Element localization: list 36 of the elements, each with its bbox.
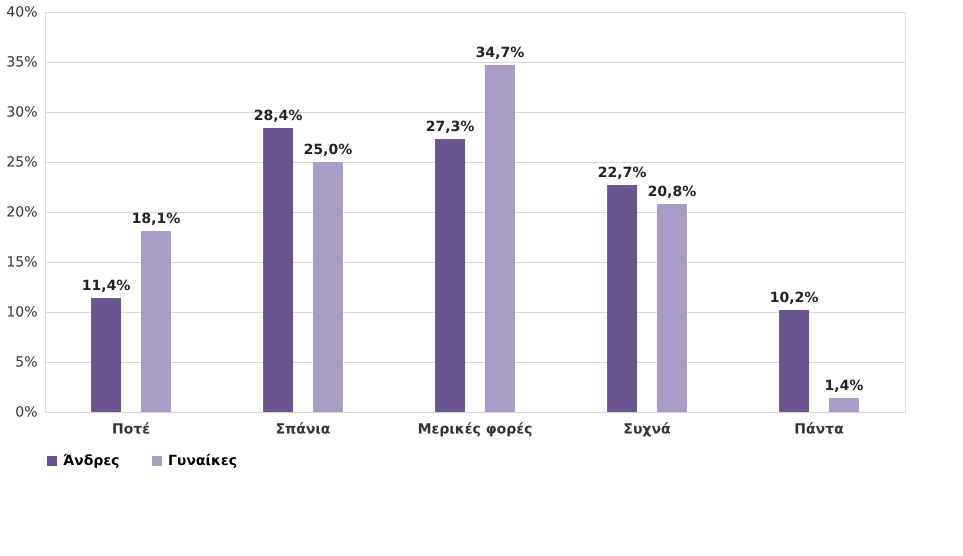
bar bbox=[779, 310, 810, 412]
bar bbox=[140, 231, 171, 412]
bar bbox=[484, 65, 515, 412]
bar bbox=[91, 298, 122, 412]
data-label: 25,0% bbox=[304, 142, 352, 158]
data-label: 28,4% bbox=[254, 108, 302, 124]
data-label: 22,7% bbox=[598, 165, 646, 181]
y-tick-label: 40% bbox=[6, 4, 38, 20]
data-label: 20,8% bbox=[648, 184, 696, 200]
bar bbox=[656, 204, 687, 412]
x-tick-label: Συχνά bbox=[623, 422, 671, 438]
legend-label: Γυναίκες bbox=[168, 453, 238, 469]
x-tick-label: Ποτέ bbox=[112, 422, 150, 438]
x-tick-label: Μερικές φορές bbox=[418, 422, 532, 438]
bar bbox=[607, 185, 638, 412]
y-tick-label: 30% bbox=[6, 104, 38, 120]
y-tick-label: 10% bbox=[6, 304, 38, 320]
x-tick-label: Σπάνια bbox=[276, 422, 331, 438]
y-tick-label: 0% bbox=[15, 404, 38, 420]
data-label: 34,7% bbox=[476, 45, 524, 61]
legend-label: Άνδρες bbox=[63, 453, 120, 469]
data-label: 27,3% bbox=[426, 119, 474, 135]
y-tick-label: 5% bbox=[15, 354, 38, 370]
data-label: 10,2% bbox=[770, 290, 818, 306]
data-label: 1,4% bbox=[824, 378, 864, 394]
bar bbox=[312, 162, 343, 412]
data-label: 11,4% bbox=[82, 278, 130, 294]
y-tick-label: 35% bbox=[6, 54, 38, 70]
y-tick-label: 15% bbox=[6, 254, 38, 270]
bar bbox=[828, 398, 859, 412]
data-label: 18,1% bbox=[132, 211, 180, 227]
y-tick-label: 25% bbox=[6, 154, 38, 170]
x-tick-label: Πάντα bbox=[794, 422, 844, 438]
y-tick-label: 20% bbox=[6, 204, 38, 220]
bar bbox=[263, 128, 294, 412]
bar bbox=[435, 139, 466, 412]
